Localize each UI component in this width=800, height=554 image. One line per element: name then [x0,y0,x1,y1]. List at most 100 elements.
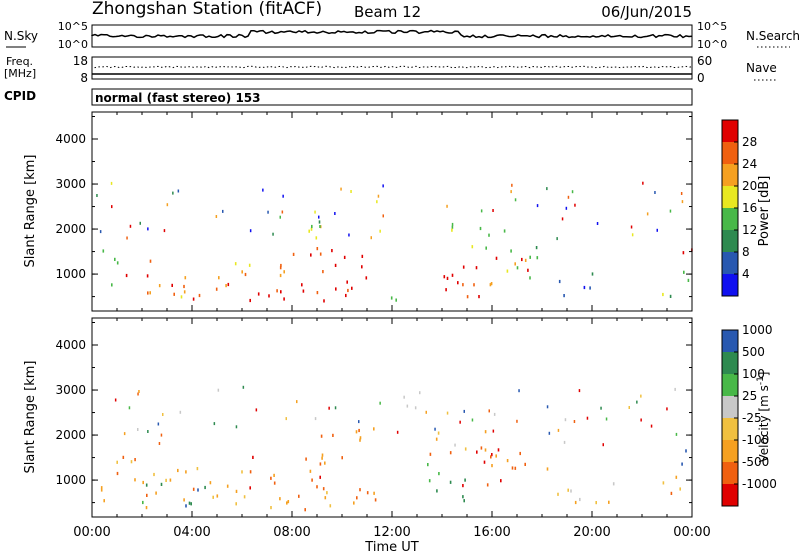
power-cell [198,293,201,298]
velocity-colorbar-swatch [722,418,738,440]
velocity-cell [270,506,272,510]
xlabel: Time UT [364,540,418,554]
power-cell [558,279,561,284]
power-cell [365,276,368,280]
velocity-cell [353,501,355,505]
power-cell [110,181,113,185]
velocity-cell [359,488,361,492]
power-colorbar-swatch [722,120,738,142]
power-colorbar-swatch [722,142,738,164]
velocity-cell [114,398,117,402]
power-cell [116,261,119,265]
velocity-cell [495,454,497,458]
velocity-cell [602,443,604,447]
velocity-colorbar-swatch [722,484,738,506]
power-cell [589,286,591,290]
velocity-ylabel: Slant Range [km] [23,361,38,474]
velocity-cell [358,428,360,433]
ytick-label: 4000 [55,132,86,146]
velocity-cell [241,470,243,474]
velocity-cell [435,437,438,441]
velocity-cell [305,457,307,461]
power-cell [516,266,519,270]
velocity-cell [396,430,399,434]
velocity-cell [674,387,676,391]
velocity-cell [406,404,409,408]
power-cell [183,290,186,294]
velocity-cell [506,459,509,463]
velocity-cell [573,420,576,423]
power-cell [318,215,320,219]
velocity-cell [296,400,298,404]
velocity-cell [488,409,490,413]
ytick-label: 3000 [55,383,86,397]
velocity-colorbar-swatch [722,440,738,462]
velocity-cell [670,491,673,495]
power-cell [283,270,285,274]
power-cell [345,293,347,298]
velocity-cell [428,479,431,483]
velocity-cell [311,478,313,482]
power-cell [158,284,161,288]
velocity-cell [332,433,334,437]
velocity-cell [235,489,238,493]
power-cell [382,214,384,218]
velocity-cell [434,427,436,431]
velocity-cell [326,491,328,495]
velocity-cell [242,385,245,389]
velocity-cell [427,463,429,467]
power-heatmap-cells [96,181,693,303]
velocity-heatmap-cells [100,385,687,512]
power-cell [529,276,531,280]
power-cell [495,256,498,260]
power-cell [596,222,599,225]
power-cell [451,225,454,229]
velocity-cell [103,499,105,503]
velocity-cell [145,483,148,487]
velocity-cell [379,401,381,405]
velocity-cell [640,394,642,398]
power-cell [316,247,319,251]
velocity-cell [640,418,642,422]
power-cell [114,257,116,261]
velocity-cell [500,479,502,483]
ytick-label: 1000 [55,473,86,487]
velocity-cell [449,480,452,484]
velocity-cell [595,501,597,505]
velocity-cell [605,417,608,421]
velocity-cell [146,493,148,497]
velocity-cell [153,472,155,477]
power-colorbar-swatch [722,164,738,186]
velocity-cell [341,456,343,460]
power-cell [316,291,319,295]
velocity-cell [567,488,569,492]
power-cell [222,209,224,213]
power-cell [514,262,516,266]
velocity-cell [471,418,474,422]
nsky-label: N.Sky [4,29,38,43]
velocity-cell [197,488,199,492]
velocity-cell [578,389,581,393]
power-cell [129,224,132,228]
power-cell [262,188,264,192]
velocity-cell [679,487,681,491]
power-cell [279,273,282,278]
velocity-cell [235,502,237,506]
freq-label: Freq. [6,55,33,68]
power-colorbar-label: 4 [742,267,750,281]
power-colorbar-swatch [722,274,738,296]
power-cell [462,265,465,269]
power-cell [279,266,282,270]
power-cell [681,200,684,204]
power-cell [343,255,346,259]
power-cell [267,210,269,214]
velocity-cell [586,416,589,420]
velocity-cell [322,487,325,491]
power-cell [280,290,282,294]
velocity-cell [546,405,549,409]
power-cell [361,254,364,258]
velocity-cell [334,406,337,410]
velocity-cell [273,473,275,477]
power-cell [687,278,690,282]
